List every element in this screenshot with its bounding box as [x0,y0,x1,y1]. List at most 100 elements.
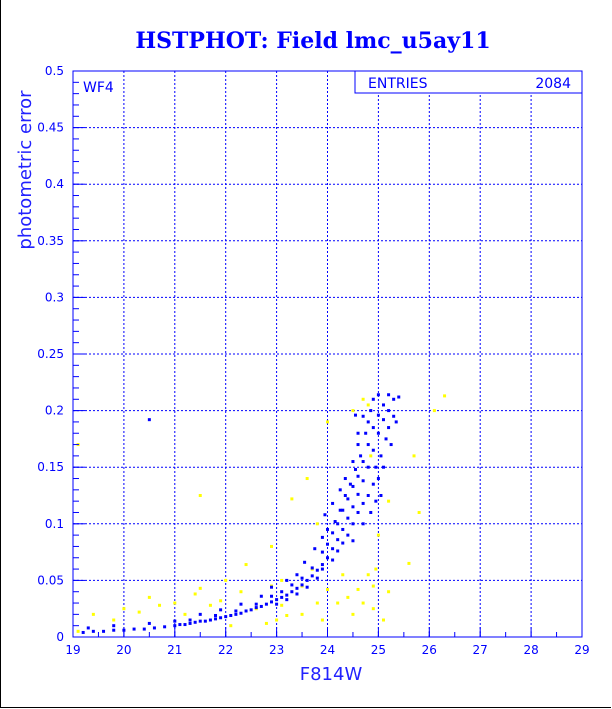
data-point [280,578,284,582]
data-point [351,409,355,413]
data-point [376,477,380,481]
data-point [338,488,342,492]
data-point [371,397,375,401]
data-point [244,609,248,613]
data-point [371,482,375,486]
data-point [254,606,258,610]
data-point [326,587,329,591]
data-point [351,460,355,464]
data-point [364,431,368,435]
data-point [76,629,80,633]
data-point [137,610,141,614]
data-point [270,544,274,548]
data-point [239,602,243,606]
data-point [285,593,289,597]
data-point [379,454,383,458]
data-point [387,590,391,594]
data-point [353,467,357,471]
y-tick-label: 0.15 [37,460,64,474]
data-point [132,627,136,631]
data-point [417,510,421,514]
x-tick-label: 22 [218,643,233,657]
data-point [331,501,335,505]
data-point [407,561,411,565]
data-point [198,494,202,497]
data-point [387,393,391,397]
data-point [285,598,289,602]
data-point [320,535,324,539]
data-point [341,573,345,577]
data-point [338,508,342,512]
data-point [315,576,319,580]
data-point [371,426,375,430]
data-point [326,420,329,424]
panel-label: WF4 [83,80,114,96]
data-point [356,431,360,435]
data-point [351,522,355,526]
data-point [86,626,90,630]
data-point [346,516,350,520]
y-tick-label: 0.1 [45,517,64,531]
data-point [387,426,391,430]
data-point [371,584,375,588]
data-point [259,604,263,608]
data-point [305,477,309,481]
data-point [275,602,279,606]
data-point [341,527,345,531]
x-tick-label: 23 [269,643,284,657]
data-point [219,616,223,620]
x-tick-label: 28 [523,643,538,657]
data-point [254,602,258,606]
stats-box [354,70,583,94]
data-point [394,420,398,424]
data-point [376,431,380,435]
data-point [315,568,319,572]
data-point [353,413,357,417]
data-point [173,619,177,623]
x-tick-label: 24 [320,643,335,657]
data-point [234,609,238,613]
data-point [331,558,335,562]
data-point [188,621,192,625]
data-point [351,539,355,543]
y-tick-label: 0.25 [37,347,64,361]
y-tick-label: 0.35 [37,234,64,248]
data-point [305,578,309,582]
x-tick-label: 21 [167,643,182,657]
data-point [112,624,116,628]
data-point [343,494,347,497]
data-point [351,612,355,616]
data-point [208,618,212,622]
data-point [381,465,385,469]
y-axis-label: photometric error [15,90,36,250]
data-point [356,510,360,514]
data-point [346,533,350,537]
data-point [178,623,182,627]
data-point [183,612,187,616]
data-point [173,624,177,628]
data-point [326,556,329,560]
data-point [387,409,391,413]
data-point [275,598,279,602]
data-point [361,479,365,483]
data-point [203,619,207,623]
y-tick-label: 0.5 [45,64,64,78]
data-point [366,494,370,497]
data-point [341,508,345,512]
data-point [295,573,299,577]
stats-entries-label: ENTRIES [368,76,428,92]
data-point [193,592,197,596]
data-point [198,612,202,616]
data-point [369,510,373,514]
data-point [81,630,85,634]
chart-title: HSTPHOT: Field lmc_u5ay11 [135,28,490,54]
data-point [356,443,360,447]
data-point [158,603,162,607]
data-point [397,395,401,399]
data-point [313,547,317,551]
data-point [163,625,167,629]
data-point [326,527,329,531]
y-tick-label: 0 [56,630,64,644]
x-axis-label: F814W [300,664,363,685]
data-point [214,613,218,617]
